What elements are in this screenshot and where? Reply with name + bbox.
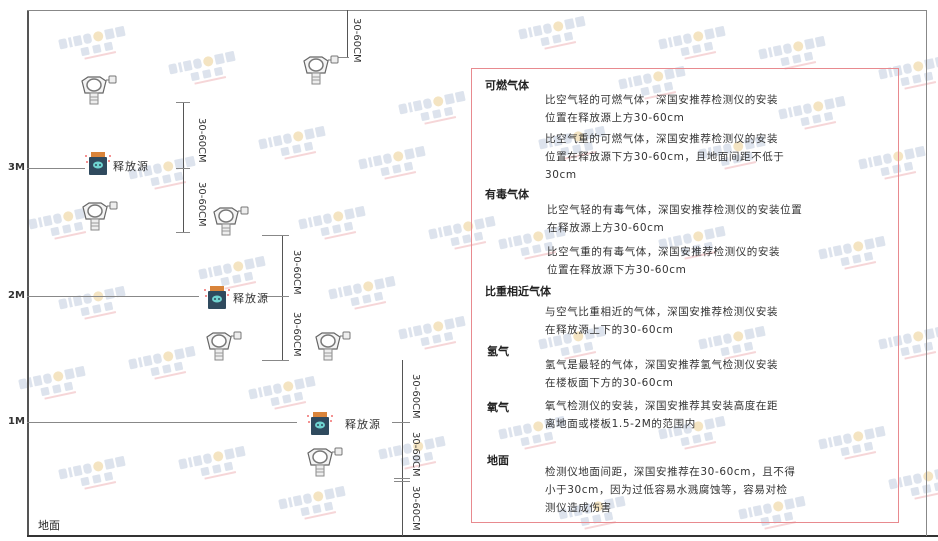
ground-label: 地面 (38, 519, 60, 532)
text-line: 氧气检测仪的安装，深国安推荐其安装高度在距 (545, 400, 779, 412)
release-source-label: 释放源 (113, 160, 149, 173)
gas-detector-icon (203, 330, 243, 364)
dim-label: 30-60CM (410, 486, 421, 531)
text-line: 在楼板面下方的30-60cm (545, 377, 674, 389)
text-line: 位置在释放源下方30-60cm，且地面间距不低于 (545, 151, 785, 163)
oxygen-heading: 氧气 (487, 401, 509, 414)
text-line: 30cm (545, 169, 577, 181)
ground-line (27, 535, 938, 537)
singoan-watermark-logo (398, 313, 475, 357)
similar-text: 与空气比重相近的气体，深国安推荐检测仪安装 在释放源上下的30-60cm (545, 303, 778, 339)
singoan-watermark-logo (58, 453, 135, 497)
dim-label: 30-60CM (291, 250, 302, 295)
release-source-icon (84, 150, 112, 178)
dim-tick (392, 422, 410, 423)
text-line: 位置在释放源上方30-60cm (545, 112, 685, 124)
dim-tick (394, 481, 410, 482)
wall-right (926, 10, 927, 536)
dim-tick (262, 296, 289, 297)
dim-label: 30-60CM (351, 18, 362, 63)
singoan-watermark-logo (258, 123, 335, 167)
level-1m-line (27, 422, 297, 423)
combustible-heavy-text: 比空气重的可燃气体，深国安推荐检测仪的安装 位置在释放源下方30-60cm，且地面… (545, 130, 784, 184)
dim-line-3m (183, 102, 184, 233)
gas-detector-icon (312, 330, 352, 364)
gas-detector-icon (78, 74, 118, 108)
text-line: 比空气重的有毒气体，深国安推荐检测仪的安装 (547, 246, 781, 258)
release-source-label: 释放源 (345, 418, 381, 431)
level-1m: 1M (8, 416, 25, 427)
dim-label: 30-60CM (410, 432, 421, 477)
dim-line-top (347, 10, 348, 58)
toxic-heading: 有毒气体 (485, 188, 529, 201)
release-source-label: 释放源 (233, 292, 269, 305)
dim-line-2m (282, 235, 283, 360)
singoan-watermark-logo (658, 23, 735, 67)
dim-label: 30-60CM (291, 312, 302, 357)
text-line: 比空气重的可燃气体，深国安推荐检测仪的安装 (545, 133, 779, 145)
singoan-watermark-logo (358, 143, 435, 187)
ceiling-line (27, 10, 927, 11)
level-3m-line (27, 168, 85, 169)
wall-left (27, 10, 29, 537)
dim-leader (335, 57, 349, 58)
dim-tick (262, 360, 289, 361)
dim-label: 30-60CM (410, 374, 421, 419)
singoan-watermark-logo (128, 343, 205, 387)
level-2m: 2M (8, 290, 25, 301)
installation-notes-panel (471, 68, 899, 523)
toxic-heavy-text: 比空气重的有毒气体，深国安推荐检测仪的安装 位置在释放源下方30-60cm (547, 243, 780, 279)
dim-tick (394, 478, 410, 479)
dim-tick (262, 235, 289, 236)
singoan-watermark-logo (58, 23, 135, 67)
text-line: 在释放源上下的30-60cm (545, 324, 674, 336)
text-line: 氢气是最轻的气体，深国安推荐氢气检测仪安装 (545, 359, 779, 371)
singoan-watermark-logo (58, 283, 135, 327)
combustible-heading: 可燃气体 (485, 79, 529, 92)
dim-line-1m (402, 360, 403, 536)
text-line: 小于30cm，因为过低容易水溅腐蚀等，容易对检 (545, 484, 788, 496)
dim-label: 30-60CM (196, 118, 207, 163)
dim-tick (176, 232, 190, 233)
text-line: 在释放源上方30-60cm (547, 222, 665, 234)
text-line: 比空气轻的有毒气体，深国安推荐检测仪的安装位置 (547, 204, 803, 216)
text-line: 测仪造成伤害 (545, 502, 612, 514)
hydrogen-text: 氢气是最轻的气体，深国安推荐氢气检测仪安装 在楼板面下方的30-60cm (545, 356, 778, 392)
ground-text: 检测仪地面间距，深国安推荐在30-60cm，且不得 小于30cm，因为过低容易水溅… (545, 463, 796, 517)
combustible-light-text: 比空气轻的可燃气体，深国安推荐检测仪的安装 位置在释放源上方30-60cm (545, 91, 778, 127)
singoan-watermark-logo (518, 13, 595, 57)
similar-heading: 比重相近气体 (485, 285, 551, 298)
dim-tick (176, 102, 190, 103)
ground-heading: 地面 (487, 454, 509, 467)
level-3m: 3M (8, 162, 25, 173)
gas-detector-icon (300, 54, 340, 88)
singoan-watermark-logo (178, 443, 255, 487)
text-line: 检测仪地面间距，深国安推荐在30-60cm，且不得 (545, 466, 796, 478)
singoan-watermark-logo (18, 363, 95, 407)
gas-detector-icon (304, 446, 344, 480)
singoan-watermark-logo (168, 48, 245, 92)
release-source-icon (306, 410, 334, 438)
dim-label: 30-60CM (196, 182, 207, 227)
hydrogen-heading: 氢气 (487, 345, 509, 358)
gas-detector-icon (79, 200, 119, 234)
oxygen-text: 氧气检测仪的安装，深国安推荐其安装高度在距 离地面或楼板1.5-2M的范围内 (545, 397, 778, 433)
singoan-watermark-logo (328, 273, 405, 317)
dim-tick (176, 168, 190, 169)
text-line: 离地面或楼板1.5-2M的范围内 (545, 418, 696, 430)
singoan-watermark-logo (398, 88, 475, 132)
text-line: 与空气比重相近的气体，深国安推荐检测仪安装 (545, 306, 779, 318)
text-line: 位置在释放源下方30-60cm (547, 264, 687, 276)
toxic-light-text: 比空气轻的有毒气体，深国安推荐检测仪的安装位置 在释放源上方30-60cm (547, 201, 802, 237)
level-2m-line (27, 296, 199, 297)
singoan-watermark-logo (298, 203, 375, 247)
release-source-icon (203, 284, 231, 312)
text-line: 比空气轻的可燃气体，深国安推荐检测仪的安装 (545, 94, 779, 106)
gas-detector-icon (210, 205, 250, 239)
singoan-watermark-logo (278, 483, 355, 527)
